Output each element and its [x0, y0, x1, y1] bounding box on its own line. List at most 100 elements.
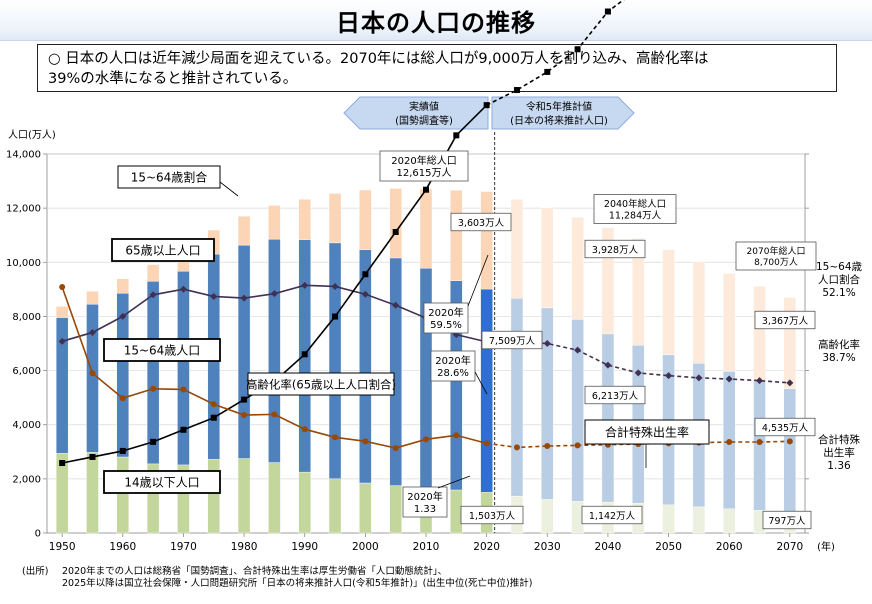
bar-age15-64 [510, 298, 524, 497]
annotation-fertility-2020-text: 2020年 [407, 490, 442, 503]
y-tick-label: 4,000 [12, 420, 41, 431]
annotation-working-ratio-pointer [467, 254, 489, 307]
annotation-over65-2020: 3,603万人 [450, 212, 512, 232]
aging-rate-line-point [59, 460, 66, 467]
fertility-line-point [513, 444, 520, 451]
annotation-working-ratio-2020-box [423, 302, 469, 334]
working-ratio-line-point [786, 379, 794, 387]
fertility-line-point [392, 445, 399, 452]
actual-arrow-label-1: 実績値 [409, 100, 439, 113]
fertility-line-point [756, 439, 763, 446]
annotation-working-2020-box [481, 330, 543, 350]
bar-over65 [328, 193, 342, 244]
annotation-over65-2070-box [754, 310, 816, 330]
bar-over65 [541, 207, 554, 309]
bar-over65 [55, 306, 69, 318]
bar-age15-64 [328, 242, 342, 480]
annotation-aging-rate-2020-text: 28.6% [437, 368, 469, 379]
bar-age15-64 [237, 244, 251, 459]
x-tick-label: 2010 [413, 541, 440, 553]
bar-age15-64 [753, 379, 766, 511]
y-tick-label: 6,000 [12, 366, 41, 377]
right-label-working-ratio: 15~64歳 [816, 261, 863, 273]
bar-over65 [450, 189, 463, 281]
annotation-under15-2020-text: 1,503万人 [469, 511, 516, 522]
right-label-aging-rate: 高齢化率 [818, 338, 860, 351]
legend-fertility-box [584, 419, 710, 445]
bar-under15 [662, 504, 675, 534]
right-label-working-ratio: 52.1% [822, 287, 855, 299]
x-tick-label: 1990 [291, 541, 318, 553]
working-ratio-line-point [665, 372, 673, 380]
fertility-line-point [332, 434, 339, 441]
working-ratio-line-point [179, 285, 187, 293]
fertility-line-point [210, 401, 217, 408]
bar-age15-64 [783, 388, 797, 512]
right-label-fertility: 合計特殊 [818, 433, 860, 446]
fertility-line-point [301, 426, 308, 433]
fertility-line-point [89, 370, 96, 377]
bar-age15-64 [146, 281, 160, 465]
bar-age15-64 [359, 249, 372, 484]
annotation-total-2020-text: 12,615万人 [397, 167, 452, 179]
bar-over65 [480, 191, 493, 290]
page-title: 日本の人口の推移 [336, 9, 536, 37]
annotation-total-2070-text: 8,700万人 [754, 257, 798, 268]
legend-age15-64-text: 15~64歳人口 [124, 344, 201, 358]
aging-rate-line-point [210, 414, 217, 421]
fertility-line-point [786, 438, 793, 445]
x-tick-label: 1980 [231, 541, 258, 553]
right-label-fertility: 1.36 [827, 460, 851, 472]
bar-under15 [116, 456, 130, 534]
legend-working-ratio-text: 15~64歳割合 [131, 170, 208, 185]
annotation-total-2020-text: 2020年総人口 [391, 154, 456, 167]
bar-over65 [86, 291, 99, 305]
annotation-total-2040-text: 2040年総人口 [604, 198, 666, 210]
fertility-line-point [423, 436, 429, 443]
working-ratio-line-point [58, 337, 66, 345]
fertility-line-point [150, 385, 157, 392]
working-ratio-line-point [331, 282, 339, 290]
x-tick-label: 2060 [716, 541, 743, 553]
bar-over65 [268, 205, 281, 240]
bar-age15-64 [571, 319, 584, 502]
bar-age15-64 [268, 238, 281, 463]
fertility-line-point [483, 440, 490, 447]
summary-box: ○ 日本の人口は近年減少局面を迎えている。2070年には総人口が9,000万人を… [37, 44, 837, 92]
title-bar: 日本の人口の推移 [0, 0, 872, 41]
annotation-aging-rate-pointer [474, 371, 488, 395]
working-ratio-line-point [361, 290, 369, 298]
x-tick-label: 2040 [595, 541, 622, 553]
annotation-under15-2070-box [762, 510, 812, 530]
right-label-aging-rate: 38.7% [822, 352, 855, 364]
legend-age15-64-box [103, 338, 221, 362]
legend-fertility-text: 合計特殊出生率 [605, 425, 689, 440]
x-tick-label: 2070 [776, 541, 803, 553]
projection-arrow-label-2: (日本の将来推計人口) [510, 114, 608, 127]
annotation-working-2040-box [584, 385, 646, 405]
annotation-working-ratio-2020-text: 2020年 [428, 306, 463, 319]
bar-over65 [116, 278, 130, 294]
footnote-line-2: 2025年以降は国立社会保障・人口問題研究所「日本の将来推計人口(令和5年推計)… [62, 578, 533, 589]
bar-under15 [298, 471, 311, 534]
y-tick-label: 8,000 [12, 312, 41, 323]
aging-rate-line-point [89, 453, 96, 460]
annotation-under15-2020-box [460, 505, 524, 525]
bar-age15-64 [541, 307, 554, 500]
annotation-aging-rate-2020-text: 2020年 [435, 354, 470, 367]
annotation-under15-2040-box [581, 505, 643, 525]
bar-over65 [632, 238, 645, 346]
aging-rate-line-point [301, 351, 308, 358]
bar-over65 [419, 188, 433, 269]
aging-rate-line-point [574, 46, 581, 53]
annotation-working-2020: 7,509万人 [481, 330, 543, 350]
annotation-under15-2040: 1,142万人 [581, 505, 643, 525]
annotation-working-2070-box [754, 417, 816, 437]
annotation-total-2040-box [593, 194, 677, 224]
bar-over65 [237, 216, 251, 246]
right-label-fertility: 出生率 [823, 446, 855, 459]
working-ratio-line-point [604, 361, 612, 369]
